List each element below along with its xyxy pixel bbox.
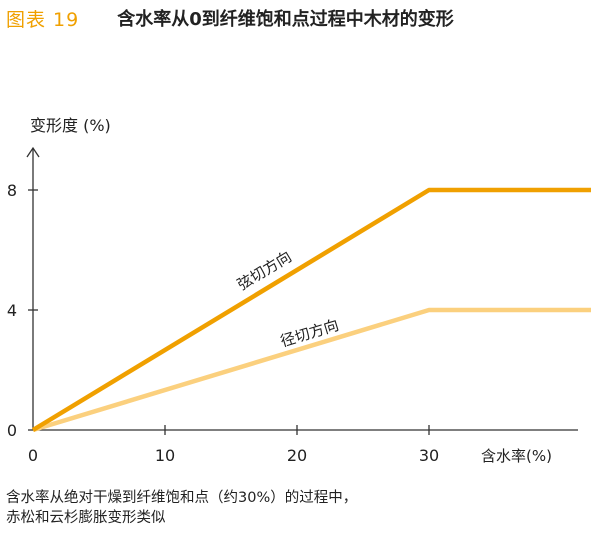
series-label: 弦切方向 [234, 247, 295, 293]
y-tick-label: 4 [7, 301, 17, 320]
x-tick-label: 30 [419, 446, 439, 465]
series-line [31, 187, 591, 432]
figure-title: 含水率从0到纤维饱和点过程中木材的变形 [117, 9, 454, 30]
x-axis-title: 含水率(%) [481, 447, 552, 465]
caption-line-2: 赤松和云杉膨胀变形类似 [6, 510, 166, 526]
figure-label: 图表 19 [6, 8, 80, 31]
y-tick-label: 0 [7, 421, 17, 440]
axes: 0 4 8 0 10 20 30 [7, 146, 578, 465]
series-lines [31, 187, 591, 433]
caption-line-1: 含水率从绝对干燥到纤维饱和点（约30%）的过程中， [6, 490, 358, 506]
figure-header: 图表 19 含水率从0到纤维饱和点过程中木材的变形 [6, 4, 454, 32]
x-tick-label: 0 [28, 446, 38, 465]
y-axis-title: 变形度 (%) [30, 116, 111, 135]
y-tick-label: 8 [7, 181, 17, 200]
series-line [32, 307, 591, 433]
figure-caption: 含水率从绝对干燥到纤维饱和点（约30%）的过程中， 赤松和云杉膨胀变形类似 [6, 488, 357, 528]
y-axis-arrow [26, 146, 40, 158]
x-tick-label: 10 [155, 446, 175, 465]
x-tick-label: 20 [287, 446, 307, 465]
